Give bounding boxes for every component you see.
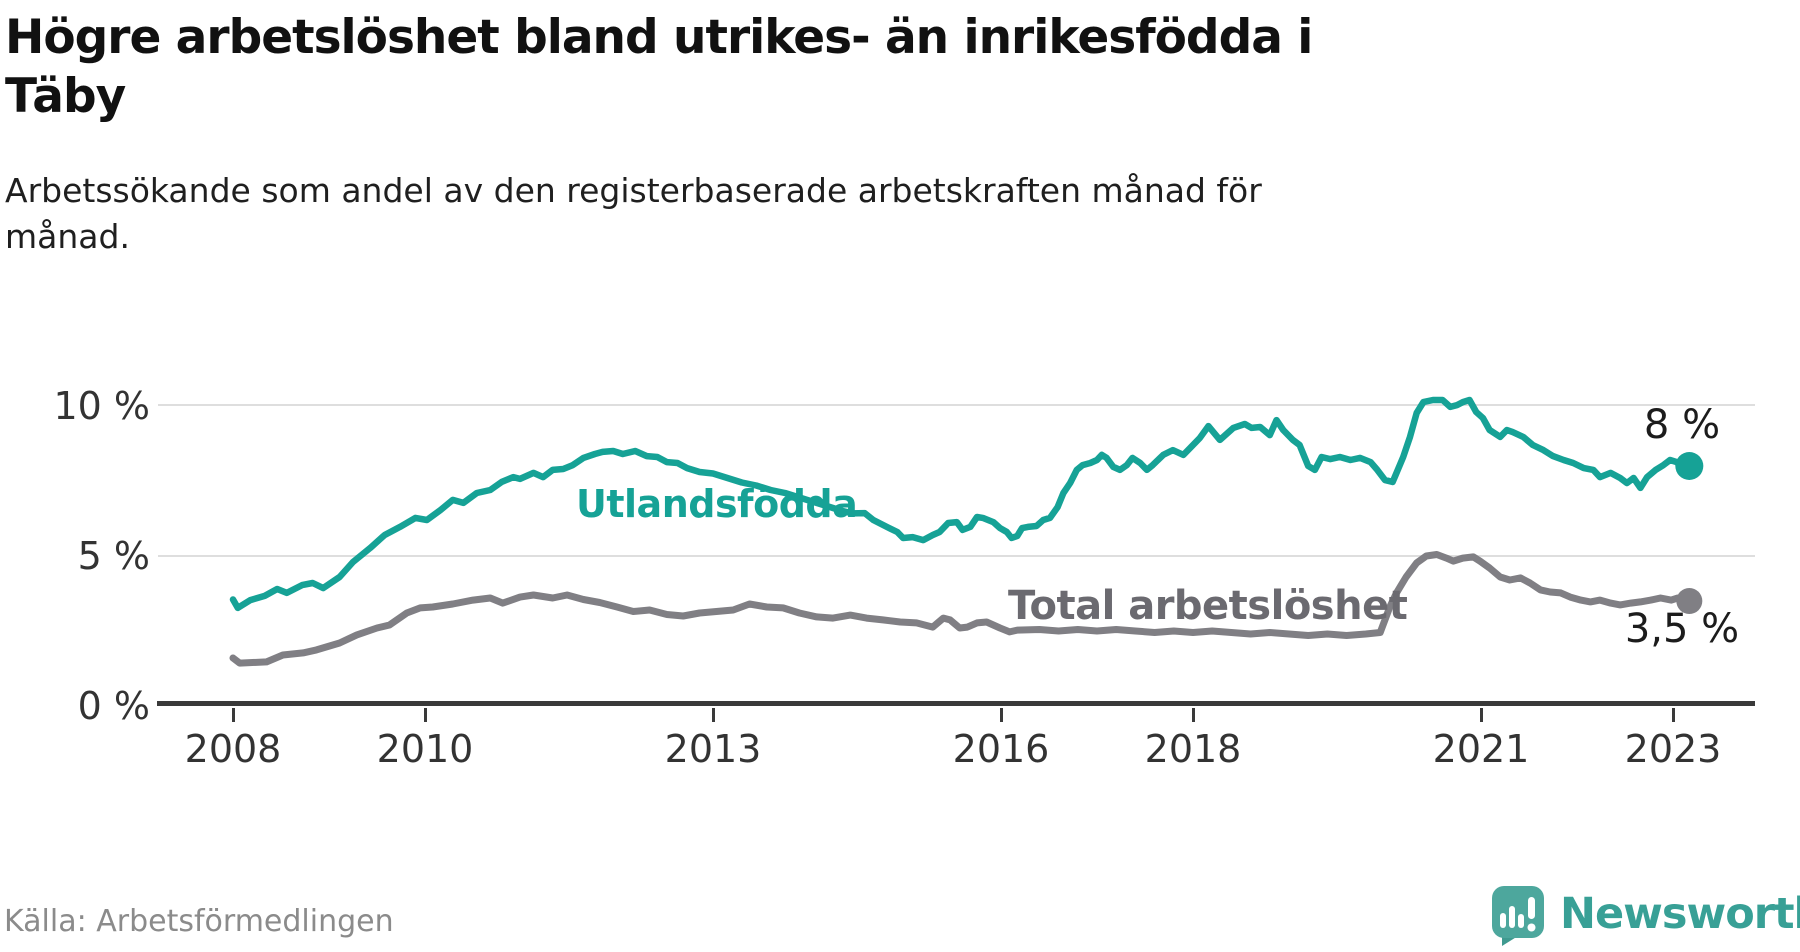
source-text: Källa: Arbetsförmedlingen — [4, 904, 394, 939]
x-tick-label-2023: 2023 — [1624, 727, 1722, 771]
series-label-utlandsfodda: Utlandsfödda — [576, 482, 858, 526]
x-tick-label-2008: 2008 — [184, 727, 282, 771]
gridline-10pct — [158, 404, 1755, 406]
x-tick-2023 — [1671, 708, 1675, 722]
series-line-utlandsfodda — [229, 396, 1693, 612]
x-tick-2016 — [999, 708, 1003, 722]
page-title: Högre arbetslöshet bland utrikes- än inr… — [5, 8, 1313, 126]
end-value-label-utlandsfodda: 8 % — [1643, 402, 1721, 448]
series-end-dot-utlandsfodda — [1675, 452, 1704, 480]
page-subtitle-line1: Arbetssökande som andel av den registerb… — [5, 171, 1262, 210]
series-label-total-arbetsloshet: Total arbetslöshet — [1008, 583, 1408, 629]
x-tick-2013 — [711, 708, 715, 722]
x-tick-label-2018: 2018 — [1144, 727, 1242, 771]
newsworthy-logo: Newsworthy — [1492, 886, 1800, 948]
newsworthy-logo-text: Newsworthy — [1560, 889, 1800, 939]
y-tick-label-10: 10 % — [53, 384, 150, 428]
gridline-5pct — [158, 555, 1755, 557]
y-tick-label-0: 0 % — [77, 684, 150, 728]
newsworthy-logo-icon — [1492, 886, 1544, 946]
x-tick-label-2021: 2021 — [1432, 727, 1530, 771]
y-tick-label-5: 5 % — [77, 534, 150, 578]
x-tick-label-2016: 2016 — [952, 727, 1050, 771]
x-tick-label-2010: 2010 — [376, 727, 474, 771]
x-axis-line — [157, 701, 1755, 706]
x-tick-2018 — [1191, 708, 1195, 722]
series-line-total-arbetsloshet — [229, 551, 1693, 667]
x-tick-2021 — [1479, 708, 1483, 722]
end-value-label-total: 3,5 % — [1624, 606, 1740, 652]
page-title-line2: Täby — [5, 69, 126, 125]
x-tick-2008 — [231, 708, 235, 722]
x-tick-label-2013: 2013 — [664, 727, 762, 771]
x-tick-2010 — [423, 708, 427, 722]
page-title-line1: Högre arbetslöshet bland utrikes- än inr… — [5, 10, 1313, 65]
page-subtitle-line2: månad. — [5, 217, 130, 257]
series-end-dot-total-arbetsloshet — [1676, 588, 1703, 614]
page-subtitle: Arbetssökande som andel av den registerb… — [5, 168, 1262, 260]
